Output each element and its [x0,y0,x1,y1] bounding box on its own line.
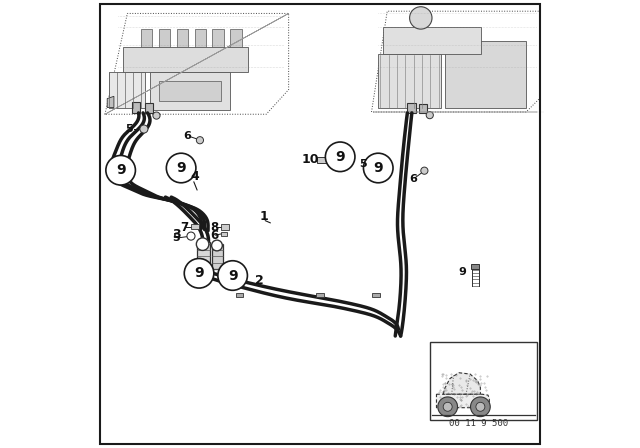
Bar [316,293,324,297]
Circle shape [421,167,428,174]
Polygon shape [443,373,481,394]
Circle shape [325,142,355,172]
Circle shape [153,112,160,119]
Bar [230,29,242,47]
Circle shape [372,158,379,165]
Bar [445,41,526,108]
Bar [430,342,538,420]
Circle shape [196,238,209,250]
Text: 5: 5 [360,159,367,169]
Bar [419,104,427,113]
Circle shape [410,7,432,29]
Text: 9: 9 [373,161,383,175]
Bar [221,232,227,236]
Bar [383,27,481,54]
Bar [317,157,327,163]
Circle shape [106,155,136,185]
Circle shape [364,153,393,183]
Text: 3: 3 [172,228,180,241]
Text: 5: 5 [125,124,132,134]
Text: 4: 4 [190,169,199,183]
Bar [212,29,224,47]
Circle shape [438,397,458,417]
Text: 6: 6 [210,229,218,242]
Bar [177,29,188,47]
Bar [191,224,199,229]
Bar [472,264,479,269]
Polygon shape [108,96,114,108]
Circle shape [166,153,196,183]
Circle shape [140,125,148,133]
Bar [197,242,210,271]
Bar [132,102,140,113]
Bar [378,54,441,108]
Circle shape [476,402,485,411]
Text: 8: 8 [210,220,218,234]
Bar [212,244,223,269]
Text: 1: 1 [260,210,268,223]
Text: 9: 9 [176,161,186,175]
Text: 2: 2 [255,273,264,287]
Circle shape [184,258,214,288]
Circle shape [212,240,222,251]
Text: 6: 6 [184,131,191,141]
Circle shape [443,402,452,411]
Bar [123,47,248,72]
Circle shape [426,112,433,119]
Text: 9: 9 [116,163,125,177]
Bar [159,81,221,101]
Polygon shape [436,394,490,408]
Bar [145,103,154,113]
Bar [141,29,152,47]
Bar [150,72,230,110]
Circle shape [470,397,490,417]
Text: 5: 5 [172,233,180,243]
Circle shape [187,232,195,240]
Bar [195,29,206,47]
Bar [221,224,228,230]
Text: 10: 10 [301,153,319,167]
Text: 9: 9 [458,267,466,277]
Text: 00 11 9 500: 00 11 9 500 [449,419,509,428]
Text: 9: 9 [228,268,237,283]
Bar [109,72,145,108]
Bar [159,29,170,47]
Circle shape [218,261,248,290]
Text: 9: 9 [335,150,345,164]
Bar [407,103,416,113]
Bar [236,293,243,297]
Text: 7: 7 [180,220,188,234]
Text: 9: 9 [194,266,204,280]
Text: 6: 6 [410,174,417,184]
Bar [372,293,380,297]
Circle shape [196,137,204,144]
